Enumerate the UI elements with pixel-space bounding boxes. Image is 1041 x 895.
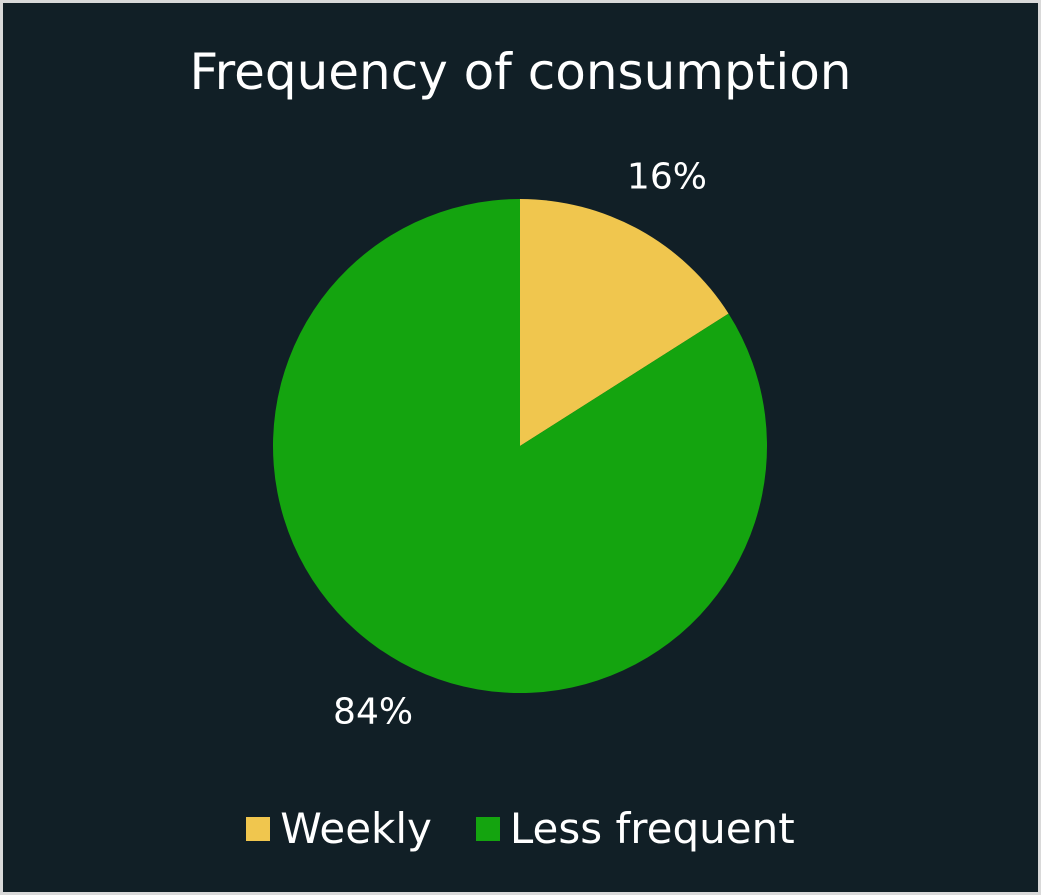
data-label-less-frequent: 84% xyxy=(333,691,413,732)
legend-item-weekly: Weekly xyxy=(246,803,432,855)
legend-label-less-frequent: Less frequent xyxy=(509,804,795,853)
chart-title: Frequency of consumption xyxy=(189,43,852,101)
pie-slice-less-frequent xyxy=(273,199,767,693)
legend-item-less-frequent: Less frequent xyxy=(475,803,795,855)
pie-slice-weekly xyxy=(520,199,729,446)
data-label-weekly: 16% xyxy=(627,157,707,198)
legend-swatch-less-frequent xyxy=(475,817,500,841)
legend-swatch-weekly xyxy=(246,817,271,841)
chart-legend: Weekly Less frequent xyxy=(3,803,1038,855)
pie-chart: 16% 84% xyxy=(273,157,767,732)
legend-label-weekly: Weekly xyxy=(280,804,432,853)
